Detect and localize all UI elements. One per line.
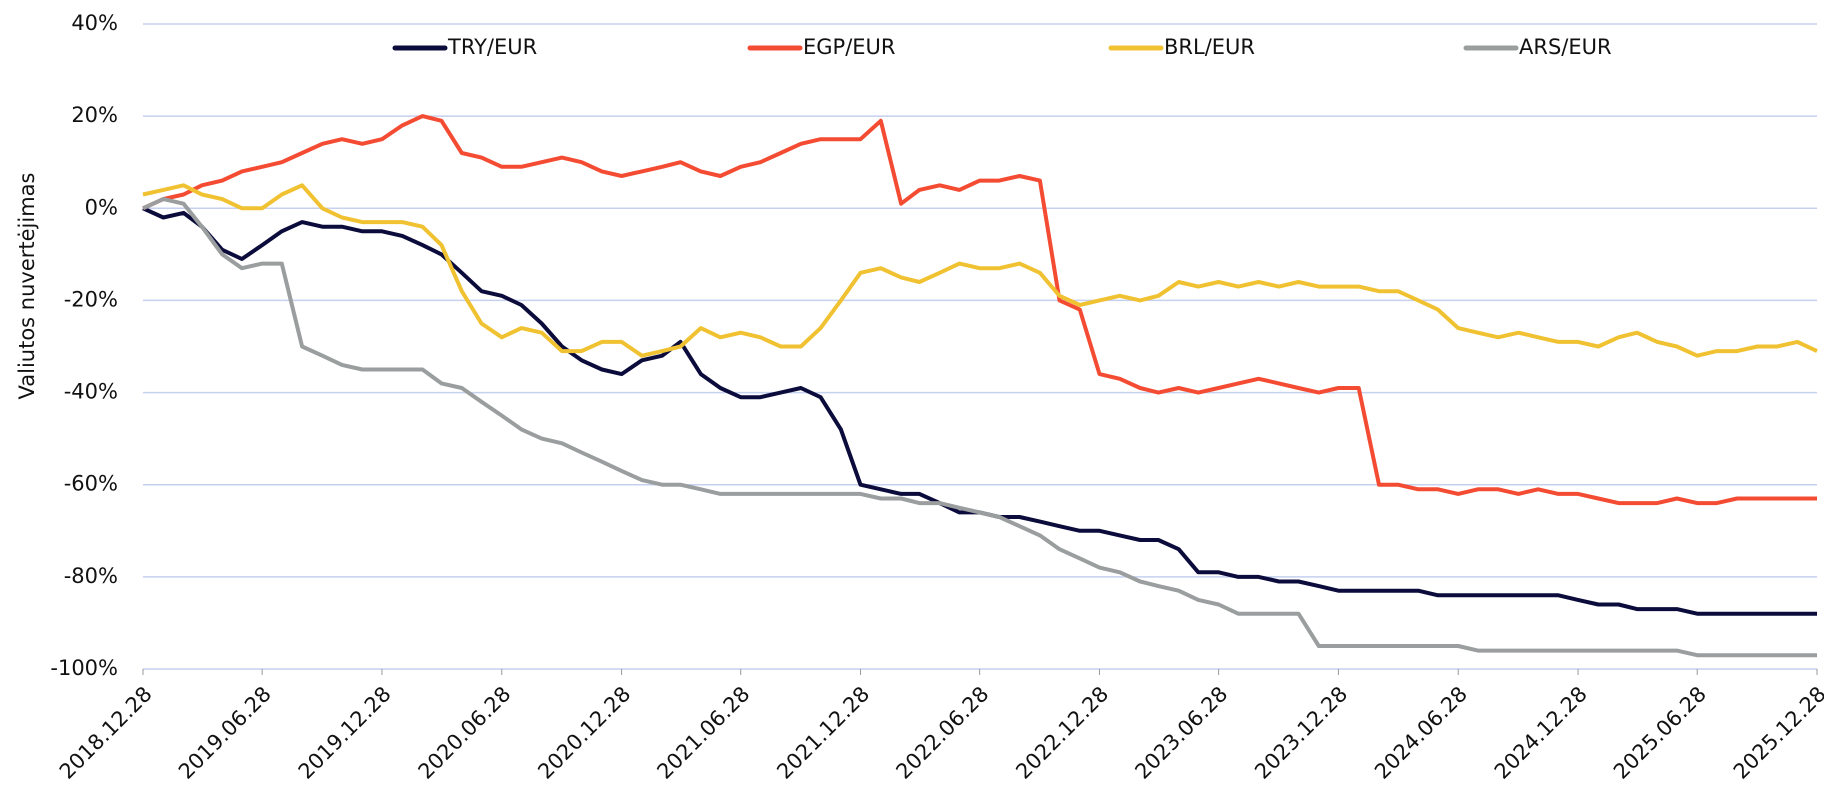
series-line — [142, 183, 1818, 358]
x-tick-label: 2021.12.28 — [772, 682, 874, 784]
y-tick-label: 0% — [85, 195, 118, 219]
legend-label: EGP/EUR — [803, 35, 896, 59]
y-tick-label: -100% — [50, 656, 118, 680]
y-axis-title: Valiutos nuvertėjimas — [15, 173, 39, 400]
x-tick-label: 2018.12.28 — [55, 682, 157, 784]
x-tick-label: 2021.06.28 — [652, 682, 754, 784]
x-tick-label: 2020.12.28 — [533, 682, 635, 784]
legend-label: TRY/EUR — [447, 35, 537, 59]
y-tick-label: 40% — [71, 11, 118, 35]
legend-label: BRL/EUR — [1164, 35, 1255, 59]
x-tick-label: 2023.06.28 — [1130, 682, 1232, 784]
y-tick-label: -40% — [64, 380, 118, 404]
x-tick-label: 2019.12.28 — [294, 682, 396, 784]
x-tick-label: 2020.06.28 — [414, 682, 516, 784]
x-tick-label: 2025.06.28 — [1609, 682, 1711, 784]
x-tick-label: 2024.12.28 — [1490, 682, 1592, 784]
series-line — [142, 197, 1817, 658]
x-tick-label: 2019.06.28 — [174, 682, 276, 784]
x-tick-label: 2022.12.28 — [1011, 682, 1113, 784]
x-tick-label: 2025.12.28 — [1729, 682, 1824, 784]
y-tick-label: -80% — [64, 564, 118, 588]
x-tick-label: 2023.12.28 — [1250, 682, 1352, 784]
x-tick-label: 2022.06.28 — [891, 682, 993, 784]
y-tick-label: -60% — [64, 472, 118, 496]
series-line — [142, 114, 1817, 506]
y-tick-label: -20% — [64, 287, 118, 311]
legend-label: ARS/EUR — [1519, 35, 1612, 59]
x-tick-label: 2024.06.28 — [1370, 682, 1472, 784]
y-tick-label: 20% — [71, 103, 118, 127]
